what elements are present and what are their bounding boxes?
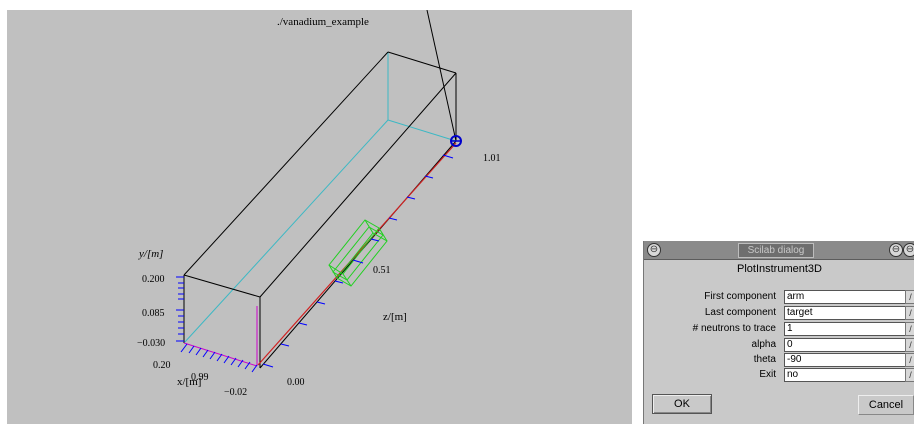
z-axis-label: z/[m] [383, 311, 407, 323]
minimize-icon[interactable]: ⊖ [889, 243, 903, 257]
dialog-titlebar[interactable]: ⊖ Scilab dialog ⊖ ⊖ [644, 241, 914, 260]
beam-line [257, 142, 457, 366]
dialog-window-title: Scilab dialog [738, 243, 814, 258]
target-marker [450, 135, 462, 147]
plot-area: ./vanadium_example y/[m] 0.200 0.085 −0.… [7, 10, 632, 424]
scilab-dialog: ⊖ Scilab dialog ⊖ ⊖ PlotInstrument3D Fir… [643, 241, 914, 424]
y-axis-label: y/[m] [138, 248, 163, 260]
sample-wireframe [328, 219, 388, 287]
alpha-field[interactable] [784, 338, 907, 352]
box-hidden-edges [183, 52, 457, 344]
plot-title: ./vanadium_example [277, 16, 369, 28]
alpha-label: alpha [751, 339, 776, 350]
x-tick-099: 0.99 [191, 372, 209, 383]
last-component-edit-button[interactable]: / [905, 306, 914, 320]
z-axis-ticks [262, 154, 454, 368]
z-tick-000: 0.00 [287, 377, 305, 388]
z-tick-051: 0.51 [373, 265, 391, 276]
last-component-field[interactable] [784, 306, 907, 320]
last-component-label: Last component [704, 307, 776, 318]
neutrons-field[interactable] [784, 322, 907, 336]
window-menu-icon[interactable]: ⊖ [647, 243, 661, 257]
plot-svg: ./vanadium_example y/[m] 0.200 0.085 −0.… [137, 10, 501, 398]
theta-label: theta [753, 354, 776, 365]
alpha-edit-button[interactable]: / [905, 338, 914, 352]
x-tick-neg002: −0.02 [224, 387, 247, 398]
y-axis-ticks [176, 276, 184, 342]
ok-button[interactable]: OK [652, 394, 712, 414]
neutrons-label: # neutrons to trace [692, 323, 776, 334]
cancel-button[interactable]: Cancel [858, 395, 914, 415]
pointer-line [426, 10, 457, 142]
maximize-icon[interactable]: ⊖ [903, 243, 914, 257]
first-component-field[interactable] [784, 290, 907, 304]
z-tick-101: 1.01 [483, 153, 501, 164]
theta-field[interactable] [784, 353, 907, 367]
exit-field[interactable] [784, 368, 907, 382]
exit-label: Exit [759, 369, 776, 380]
dialog-heading: PlotInstrument3D [737, 263, 822, 275]
x-axis-ticks [180, 343, 258, 373]
box-edges [183, 51, 457, 369]
exit-edit-button[interactable]: / [905, 368, 914, 382]
x-tick-020: 0.20 [153, 360, 171, 371]
x-axis-label: x/[m] [177, 376, 201, 388]
neutrons-edit-button[interactable]: / [905, 322, 914, 336]
y-tick-0200: 0.200 [142, 274, 165, 285]
y-tick-0085: 0.085 [142, 308, 165, 319]
magenta-edges [183, 306, 258, 367]
y-tick-neg0030: −0.030 [137, 338, 165, 349]
first-component-label: First component [704, 291, 776, 302]
first-component-edit-button[interactable]: / [905, 290, 914, 304]
theta-edit-button[interactable]: / [905, 353, 914, 367]
